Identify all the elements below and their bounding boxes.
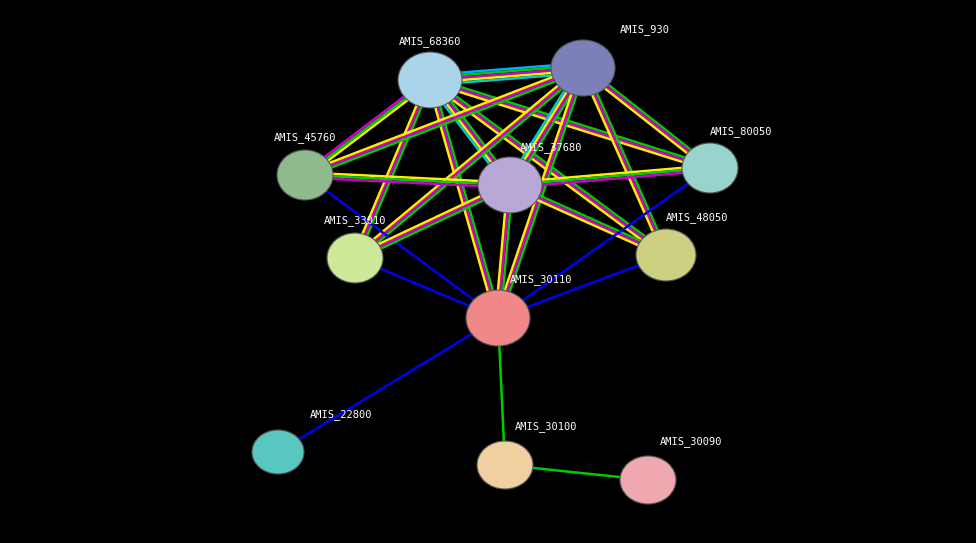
Text: AMIS_45760: AMIS_45760 (273, 132, 337, 143)
Ellipse shape (466, 290, 530, 346)
Text: AMIS_30090: AMIS_30090 (660, 436, 722, 447)
Ellipse shape (327, 233, 383, 283)
Text: AMIS_80050: AMIS_80050 (710, 126, 772, 137)
Ellipse shape (682, 143, 738, 193)
Text: AMIS_30100: AMIS_30100 (515, 421, 578, 432)
Ellipse shape (477, 441, 533, 489)
Ellipse shape (551, 40, 615, 96)
Text: AMIS_930: AMIS_930 (620, 24, 670, 35)
Ellipse shape (277, 150, 333, 200)
Text: AMIS_48050: AMIS_48050 (666, 212, 728, 223)
Ellipse shape (252, 430, 304, 474)
Ellipse shape (398, 52, 462, 108)
Ellipse shape (636, 229, 696, 281)
Text: AMIS_68360: AMIS_68360 (399, 36, 462, 47)
Text: AMIS_37680: AMIS_37680 (520, 142, 583, 153)
Ellipse shape (620, 456, 676, 504)
Text: AMIS_33010: AMIS_33010 (324, 215, 386, 226)
Text: AMIS_22800: AMIS_22800 (310, 409, 373, 420)
Text: AMIS_30110: AMIS_30110 (510, 274, 573, 285)
Ellipse shape (478, 157, 542, 213)
